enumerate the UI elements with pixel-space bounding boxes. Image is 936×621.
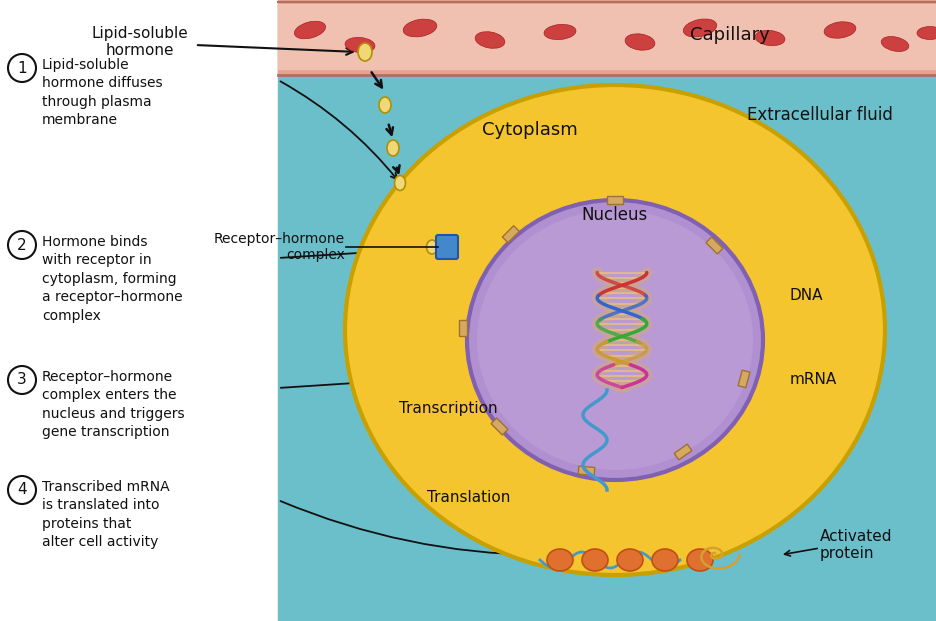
Ellipse shape xyxy=(916,27,936,40)
Ellipse shape xyxy=(547,549,573,571)
Text: Activated
protein: Activated protein xyxy=(819,529,892,561)
FancyBboxPatch shape xyxy=(435,235,458,259)
Ellipse shape xyxy=(466,200,762,480)
Ellipse shape xyxy=(651,549,678,571)
Text: mRNA: mRNA xyxy=(789,373,837,388)
Ellipse shape xyxy=(824,22,855,39)
Ellipse shape xyxy=(624,34,654,50)
Bar xyxy=(459,320,466,336)
Bar xyxy=(278,0,936,75)
Text: 1: 1 xyxy=(17,60,27,76)
Text: 3: 3 xyxy=(17,373,27,388)
Ellipse shape xyxy=(475,32,505,48)
Text: Translation: Translation xyxy=(426,491,509,505)
Text: Lipid-soluble
hormone diffuses
through plasma
membrane: Lipid-soluble hormone diffuses through p… xyxy=(42,58,163,127)
Bar xyxy=(278,0,936,621)
Ellipse shape xyxy=(544,24,576,40)
Text: Nucleus: Nucleus xyxy=(581,206,648,224)
Ellipse shape xyxy=(402,19,436,37)
Text: 2: 2 xyxy=(17,237,27,253)
Circle shape xyxy=(8,231,36,259)
Text: Capillary: Capillary xyxy=(690,26,769,44)
Bar xyxy=(0,0,278,621)
Bar xyxy=(674,444,691,460)
Text: Hormone binds
with receptor in
cytoplasm, forming
a receptor–hormone
complex: Hormone binds with receptor in cytoplasm… xyxy=(42,235,183,322)
Text: Extracellular fluid: Extracellular fluid xyxy=(746,106,892,124)
Bar xyxy=(705,237,723,254)
Text: Transcription: Transcription xyxy=(399,401,497,415)
Text: Receptor–hormone
complex enters the
nucleus and triggers
gene transcription: Receptor–hormone complex enters the nucl… xyxy=(42,370,184,439)
Text: Cytoplasm: Cytoplasm xyxy=(482,121,578,139)
Text: 4: 4 xyxy=(17,483,27,497)
Ellipse shape xyxy=(476,210,753,470)
Ellipse shape xyxy=(344,37,374,53)
Bar xyxy=(738,370,749,388)
Ellipse shape xyxy=(682,19,716,37)
Text: Transcribed mRNA
is translated into
proteins that
alter cell activity: Transcribed mRNA is translated into prot… xyxy=(42,480,169,549)
Ellipse shape xyxy=(294,21,325,39)
Ellipse shape xyxy=(754,30,784,45)
Ellipse shape xyxy=(378,97,390,113)
Ellipse shape xyxy=(387,140,399,156)
Bar xyxy=(278,4,936,69)
Text: DNA: DNA xyxy=(789,288,823,302)
Bar xyxy=(490,418,507,435)
Ellipse shape xyxy=(581,549,607,571)
Text: Receptor–hormone
complex: Receptor–hormone complex xyxy=(213,232,344,262)
Ellipse shape xyxy=(394,176,405,191)
Ellipse shape xyxy=(616,549,642,571)
Ellipse shape xyxy=(426,240,437,254)
Circle shape xyxy=(8,54,36,82)
Bar xyxy=(607,196,622,204)
Circle shape xyxy=(8,366,36,394)
Circle shape xyxy=(8,476,36,504)
Ellipse shape xyxy=(880,37,908,52)
Ellipse shape xyxy=(358,43,372,61)
Text: Lipid-soluble
hormone: Lipid-soluble hormone xyxy=(92,26,188,58)
Ellipse shape xyxy=(686,549,712,571)
Bar xyxy=(578,466,594,476)
Ellipse shape xyxy=(344,85,885,575)
Bar xyxy=(502,225,519,243)
